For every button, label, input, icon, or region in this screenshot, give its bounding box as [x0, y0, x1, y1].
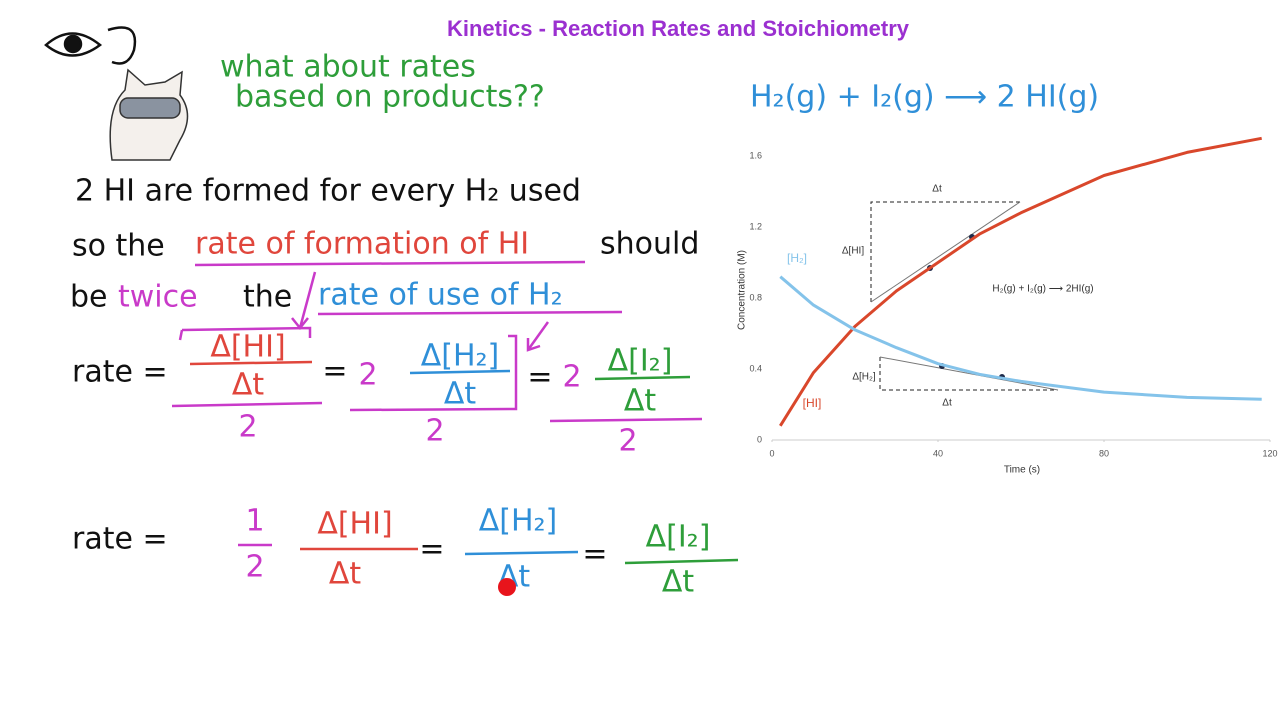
reaction: H₂(g) + I₂(g) ⟶ 2 HI(g)	[750, 80, 1099, 115]
y-axis-label: Concentration (M)	[737, 250, 748, 330]
note-text: be	[70, 280, 108, 315]
annotation: Δ[HI]	[842, 246, 864, 257]
x-tick-label: 120	[1262, 448, 1277, 458]
eq-text: 2	[562, 360, 581, 395]
tangent-points	[927, 234, 1005, 380]
eq-text: Δ[H₂]	[421, 339, 500, 374]
note-text: rate of formation of HI	[195, 227, 529, 262]
x-axis-label: Time (s)	[1004, 465, 1040, 476]
note-line: 2 HI are formed for every H₂ used	[75, 174, 581, 209]
eq-text: 2	[425, 414, 444, 449]
eq-text: Δt	[662, 565, 695, 600]
tangent-guides	[870, 201, 1059, 391]
eq-text: Δt	[232, 368, 265, 403]
eq-text: Δt	[444, 377, 477, 412]
note-text: should	[600, 227, 699, 262]
note-text: so the	[72, 229, 165, 264]
eq-text: rate =	[72, 355, 168, 390]
note-text: the	[243, 280, 292, 315]
underlines	[194, 260, 623, 352]
y-tick-label: 0.4	[749, 363, 762, 373]
eq-text: =	[527, 360, 552, 395]
eq-text: Δt	[329, 557, 362, 592]
annotation: Δt	[942, 398, 952, 409]
note-text: twice	[118, 280, 198, 315]
eq-text: =	[419, 532, 444, 567]
question: what about rates	[220, 50, 476, 85]
data-line	[779, 275, 1262, 401]
eq-text: Δ[H₂]	[479, 504, 558, 539]
eq-text: rate =	[72, 522, 168, 557]
eq-text: Δ[HI]	[317, 507, 392, 542]
y-tick-label: 1.6	[749, 150, 762, 160]
series-label: [HI]	[803, 396, 822, 410]
annotation: Δt	[932, 184, 942, 195]
eq-text: 2	[238, 410, 257, 445]
x-tick-label: 40	[933, 448, 943, 458]
eq-text: =	[582, 537, 607, 572]
annotation: Δ[H₂]	[852, 372, 876, 383]
fraction-lines	[171, 326, 703, 423]
pointer	[498, 578, 516, 596]
y-tick-label: 0.8	[749, 292, 762, 302]
eq-text: 2	[358, 358, 377, 393]
y-tick-label: 1.2	[749, 221, 762, 231]
eq-text: Δ[I₂]	[608, 344, 673, 379]
annotation: H₂(g) + I₂(g) ⟶ 2HI(g)	[992, 284, 1093, 295]
eq-text: Δ[HI]	[210, 330, 285, 365]
eq-text: =	[322, 354, 347, 389]
fraction-lines	[238, 543, 739, 565]
eq-text: 2	[618, 424, 637, 459]
title: Kinetics - Reaction Rates and Stoichiome…	[447, 16, 910, 41]
series-label: [H₂]	[787, 251, 807, 265]
cat-icon	[109, 68, 189, 161]
eq-text: 1	[245, 504, 264, 539]
note-text: rate of use of H₂	[318, 278, 563, 313]
x-tick-label: 80	[1099, 448, 1109, 458]
eq-text: Δ[I₂]	[646, 520, 711, 555]
eye-icon	[44, 26, 137, 65]
y-tick-label: 0	[757, 434, 762, 444]
question: based on products??	[235, 80, 545, 115]
data-line	[779, 136, 1262, 427]
eq-text: 2	[245, 550, 264, 585]
eq-text: Δt	[624, 384, 657, 419]
x-tick-label: 0	[769, 448, 774, 458]
